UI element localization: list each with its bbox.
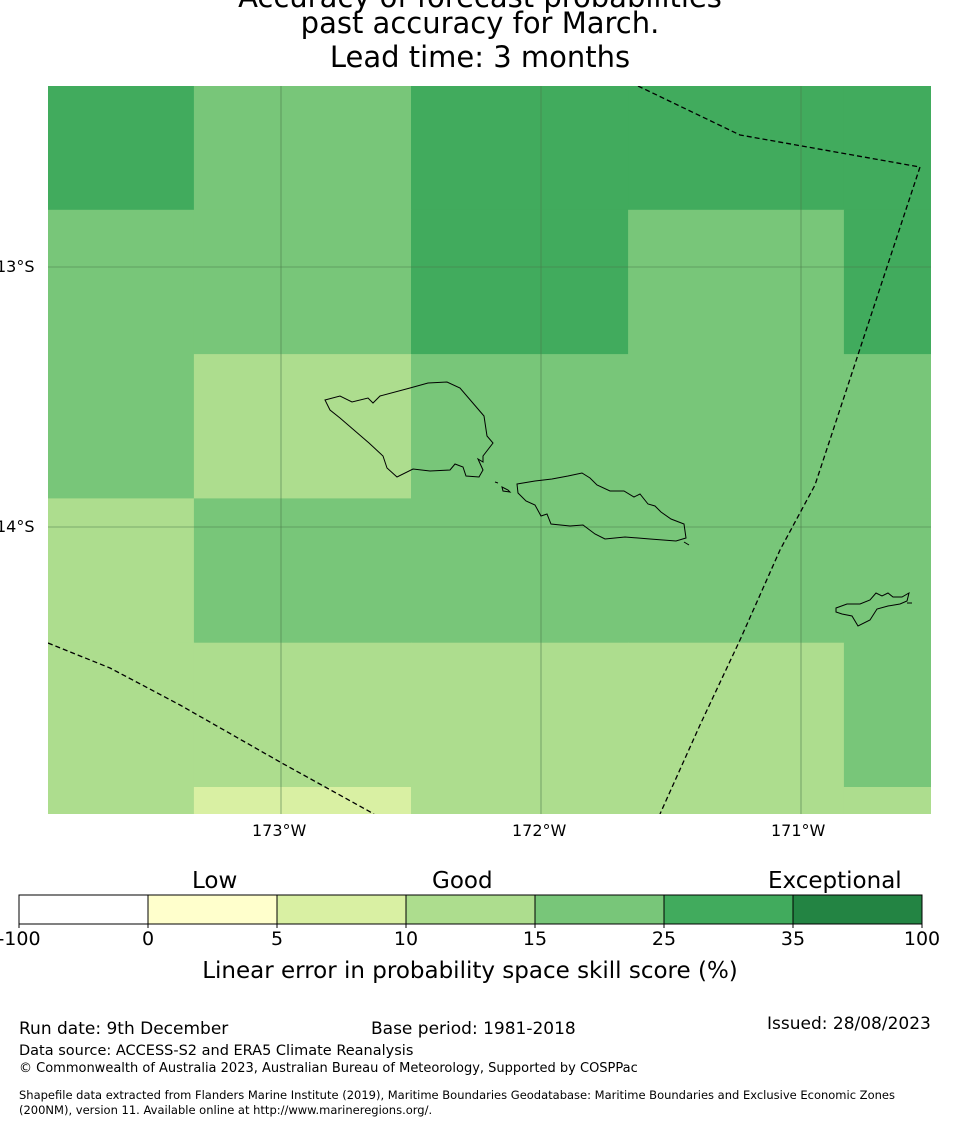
graticule: [48, 86, 931, 814]
colorbar-tick-label: 10: [393, 928, 419, 950]
lat-label-14s: 14°S: [0, 517, 35, 536]
skill-cell: [48, 86, 195, 211]
skill-cell: [193, 354, 412, 499]
shapefile-credit-line-1: Shapefile data extracted from Flanders M…: [19, 1088, 895, 1102]
run-date: Run date: 9th December: [19, 1019, 229, 1039]
skill-cell: [843, 642, 931, 788]
skill-cell: [193, 209, 412, 355]
skill-cell: [628, 642, 845, 788]
lon-label-173w: 173°W: [252, 821, 307, 840]
issued-date: Issued: 28/08/2023: [767, 1014, 931, 1034]
upolu-island: [516, 472, 687, 542]
colorbar-bin: [664, 895, 794, 924]
copyright-notice: © Commonwealth of Australia 2023, Austra…: [19, 1061, 638, 1076]
colorbar-tick-label: 5: [270, 928, 284, 950]
colorbar-bin: [277, 895, 407, 924]
skill-cell: [411, 787, 629, 814]
colorbar-category-good: Good: [432, 868, 493, 894]
colorbar-tick-label: -100: [0, 928, 41, 950]
eez-boundary-east: [637, 86, 921, 814]
lat-label-13s: 13°S: [0, 257, 35, 276]
skill-cell: [843, 787, 931, 814]
eez-boundaries: [48, 86, 921, 814]
colorbar-category-low: Low: [192, 868, 238, 894]
skill-cell: [843, 209, 931, 355]
colorbar-bin: [148, 895, 278, 924]
colorbar-tick-label: 15: [522, 928, 548, 950]
skill-cell: [193, 86, 412, 211]
colorbar-tick-label: 100: [903, 928, 941, 950]
skill-cell: [411, 354, 629, 499]
skill-cell: [843, 86, 931, 211]
manono-island: [501, 486, 512, 493]
skill-cell: [193, 642, 412, 788]
skill-cell: [628, 787, 845, 814]
skill-cell: [843, 498, 931, 644]
skill-cell: [48, 787, 195, 814]
skill-grid: [48, 86, 931, 814]
colorbar-tick-label: 35: [780, 928, 806, 950]
map-title-line-2: past accuracy for March.: [300, 6, 660, 40]
colorbar-bin: [19, 895, 149, 924]
colorbar-category-exceptional: Exceptional: [768, 868, 902, 894]
lon-label-171w: 171°W: [771, 821, 826, 840]
colorbar-ticks: [18, 895, 923, 928]
skill-cell: [48, 642, 195, 788]
coastlines: [324, 381, 912, 627]
colorbar-tick-label: 0: [141, 928, 155, 950]
skill-cell: [411, 86, 629, 211]
skill-cell: [193, 787, 412, 814]
skill-cell: [48, 209, 195, 355]
colorbar-bin: [793, 895, 923, 924]
skill-cell: [411, 209, 629, 355]
colorbar-bin: [406, 895, 536, 924]
skill-cell: [628, 209, 845, 355]
colorbar-bin: [535, 895, 665, 924]
skill-cell: [48, 498, 195, 644]
skill-cell: [628, 498, 845, 644]
colorbar: [19, 895, 923, 924]
skill-cell: [628, 354, 845, 499]
map-title-line-3: Lead time: 3 months: [329, 40, 631, 74]
data-source: Data source: ACCESS-S2 and ERA5 Climate …: [19, 1043, 414, 1059]
map-title-line-1: Accuracy of forecast probabilities: [0, 0, 960, 14]
skill-cell: [193, 498, 412, 644]
apolima-island: [494, 481, 499, 484]
lon-label-172w: 172°W: [512, 821, 567, 840]
nuutele-islet: [683, 541, 690, 546]
savaii-island: [324, 381, 494, 478]
tutuila-island: [835, 591, 910, 627]
colorbar-tick-label: 25: [651, 928, 677, 950]
eez-boundary-south: [48, 642, 375, 814]
shapefile-credit-line-2: (200NM), version 11. Available online at…: [19, 1103, 433, 1117]
skill-cell: [411, 498, 629, 644]
colorbar-axis-label: Linear error in probability space skill …: [202, 958, 738, 984]
base-period: Base period: 1981-2018: [371, 1019, 576, 1039]
skill-cell: [628, 86, 845, 211]
skill-cell: [48, 354, 195, 499]
skill-cell: [411, 642, 629, 788]
skill-cell: [843, 354, 931, 499]
